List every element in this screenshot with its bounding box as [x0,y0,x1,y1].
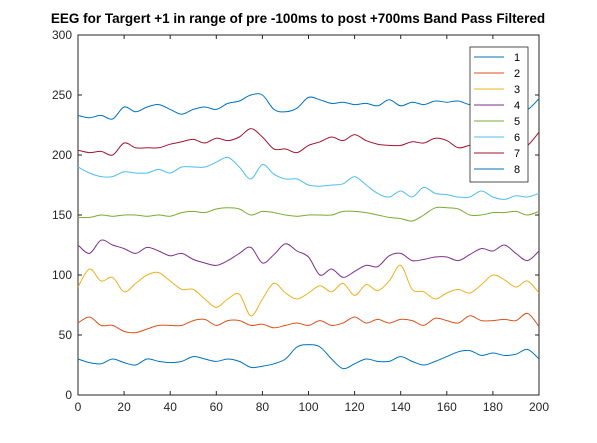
chart-title: EEG for Targert +1 in range of pre -100m… [51,11,545,26]
x-tick-label: 120 [345,400,365,414]
x-tick-label: 180 [483,400,503,414]
y-tick-label: 200 [52,148,72,162]
legend-label-5: 5 [514,116,520,128]
y-tick-label: 250 [52,88,72,102]
legend-label-2: 2 [514,68,520,80]
x-tick-label: 80 [256,400,270,414]
x-tick-label: 40 [164,400,178,414]
series-line-1 [77,93,540,120]
series-line-2 [77,312,540,334]
x-tick-label: 20 [117,400,131,414]
legend-box [469,46,529,183]
legend-label-7: 7 [514,148,520,160]
legend-label-6: 6 [514,132,520,144]
y-tick-label: 150 [52,208,72,222]
x-tick-label: 0 [75,400,82,414]
axis-layer: 0 20 40 60 80 100 120 140 160 180 200 0 50 100 150 200 2… [52,28,549,414]
y-tick-label: 300 [52,28,72,42]
x-tick-label: 140 [391,400,411,414]
series-line-6 [77,156,540,200]
legend-label-4: 4 [514,100,520,112]
series-line-3 [77,264,540,317]
y-tick-label: 0 [65,388,72,402]
legend-label-3: 3 [514,84,520,96]
x-tick-label: 60 [210,400,224,414]
legend: 1 2 3 4 5 6 7 8 [469,46,529,183]
series-line-5 [77,206,540,222]
x-tick-label: 100 [298,400,318,414]
legend-label-1: 1 [514,52,520,64]
series-line-4 [77,239,540,278]
legend-label-8: 8 [514,164,520,176]
y-tick-label: 50 [59,328,73,342]
y-tick-label: 100 [52,268,72,282]
x-tick-label: 160 [437,400,457,414]
series-layer [77,93,540,370]
series-line-7 [77,128,540,156]
series-line-8 [77,344,540,370]
x-tick-label: 200 [529,400,549,414]
